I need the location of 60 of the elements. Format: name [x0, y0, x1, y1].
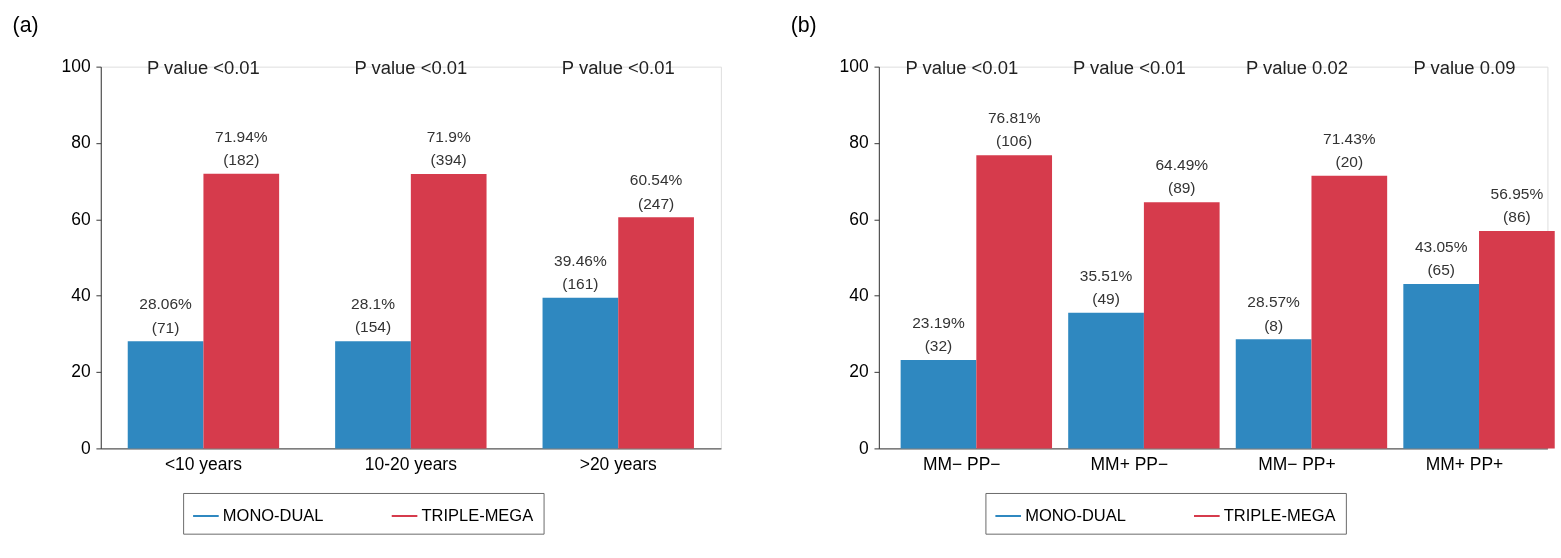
y-tick-label: 60	[849, 208, 869, 229]
data-label: 28.57% (8)	[1247, 293, 1301, 334]
bar	[1479, 230, 1555, 449]
y-tick-label: 20	[71, 361, 91, 382]
y-tick-label: 40	[849, 285, 869, 306]
y-tick-label: 100	[839, 55, 869, 76]
y-tick-label: 80	[849, 132, 869, 153]
bar	[1403, 284, 1480, 449]
bar	[1068, 312, 1144, 449]
y-tick-label: 100	[61, 55, 91, 76]
data-label: 71.94% (182)	[215, 127, 268, 169]
chart-title: (a)	[12, 12, 39, 37]
bar	[335, 341, 411, 449]
y-tick-label: 40	[71, 285, 91, 306]
bar	[1235, 339, 1312, 449]
legend-label: MONO-DUAL	[222, 505, 324, 524]
data-label: 71.43% (20)	[1323, 129, 1376, 170]
legend-label: TRIPLE-MEGA	[1223, 505, 1336, 524]
x-tick-label: MM− PP+	[1258, 454, 1336, 475]
data-label: 60.54% (247)	[629, 171, 683, 212]
data-label: 43.05% (65)	[1414, 238, 1468, 279]
data-label: 23.19% (32)	[912, 313, 965, 355]
bar	[1311, 175, 1388, 449]
data-label: 28.1% (154)	[351, 295, 396, 336]
y-tick-label: 60	[71, 208, 91, 229]
chart-title: (b)	[790, 12, 817, 37]
y-tick-label: 0	[80, 437, 91, 458]
annotation: P value <0.01	[561, 57, 675, 79]
bar	[203, 173, 280, 449]
data-label: 35.51% (49)	[1079, 266, 1133, 308]
bar	[1143, 202, 1220, 449]
annotation: P value <0.01	[1072, 57, 1186, 79]
x-tick-label: <10 years	[164, 454, 243, 475]
annotation: P value 0.09	[1413, 57, 1516, 79]
bar	[618, 217, 694, 449]
data-label: 39.46% (161)	[554, 251, 607, 293]
y-tick-label: 80	[71, 132, 91, 153]
legend-label: TRIPLE-MEGA	[421, 505, 534, 524]
data-label: 64.49% (89)	[1155, 156, 1209, 197]
bar	[900, 359, 977, 449]
bar	[542, 297, 619, 449]
bar	[410, 173, 487, 449]
x-tick-label: MM+ PP−	[1090, 454, 1169, 475]
y-tick-label: 20	[849, 361, 869, 382]
annotation: P value 0.02	[1245, 57, 1348, 79]
x-tick-label: MM− PP−	[923, 454, 1001, 475]
y-tick-label: 0	[858, 437, 869, 458]
data-label: 28.06% (71)	[139, 295, 193, 336]
x-tick-label: >20 years	[579, 454, 658, 475]
bar	[976, 155, 1053, 449]
annotation: P value <0.01	[354, 57, 468, 79]
x-tick-label: 10-20 years	[364, 454, 458, 475]
annotation: P value <0.01	[905, 57, 1019, 79]
data-label: 71.9% (394)	[426, 127, 471, 169]
legend-label: MONO-DUAL	[1025, 505, 1126, 524]
data-label: 76.81% (106)	[987, 109, 1041, 150]
data-label: 56.95% (86)	[1490, 185, 1544, 226]
x-tick-label: MM+ PP+	[1425, 454, 1504, 475]
bar	[127, 341, 204, 449]
annotation: P value <0.01	[147, 57, 260, 79]
